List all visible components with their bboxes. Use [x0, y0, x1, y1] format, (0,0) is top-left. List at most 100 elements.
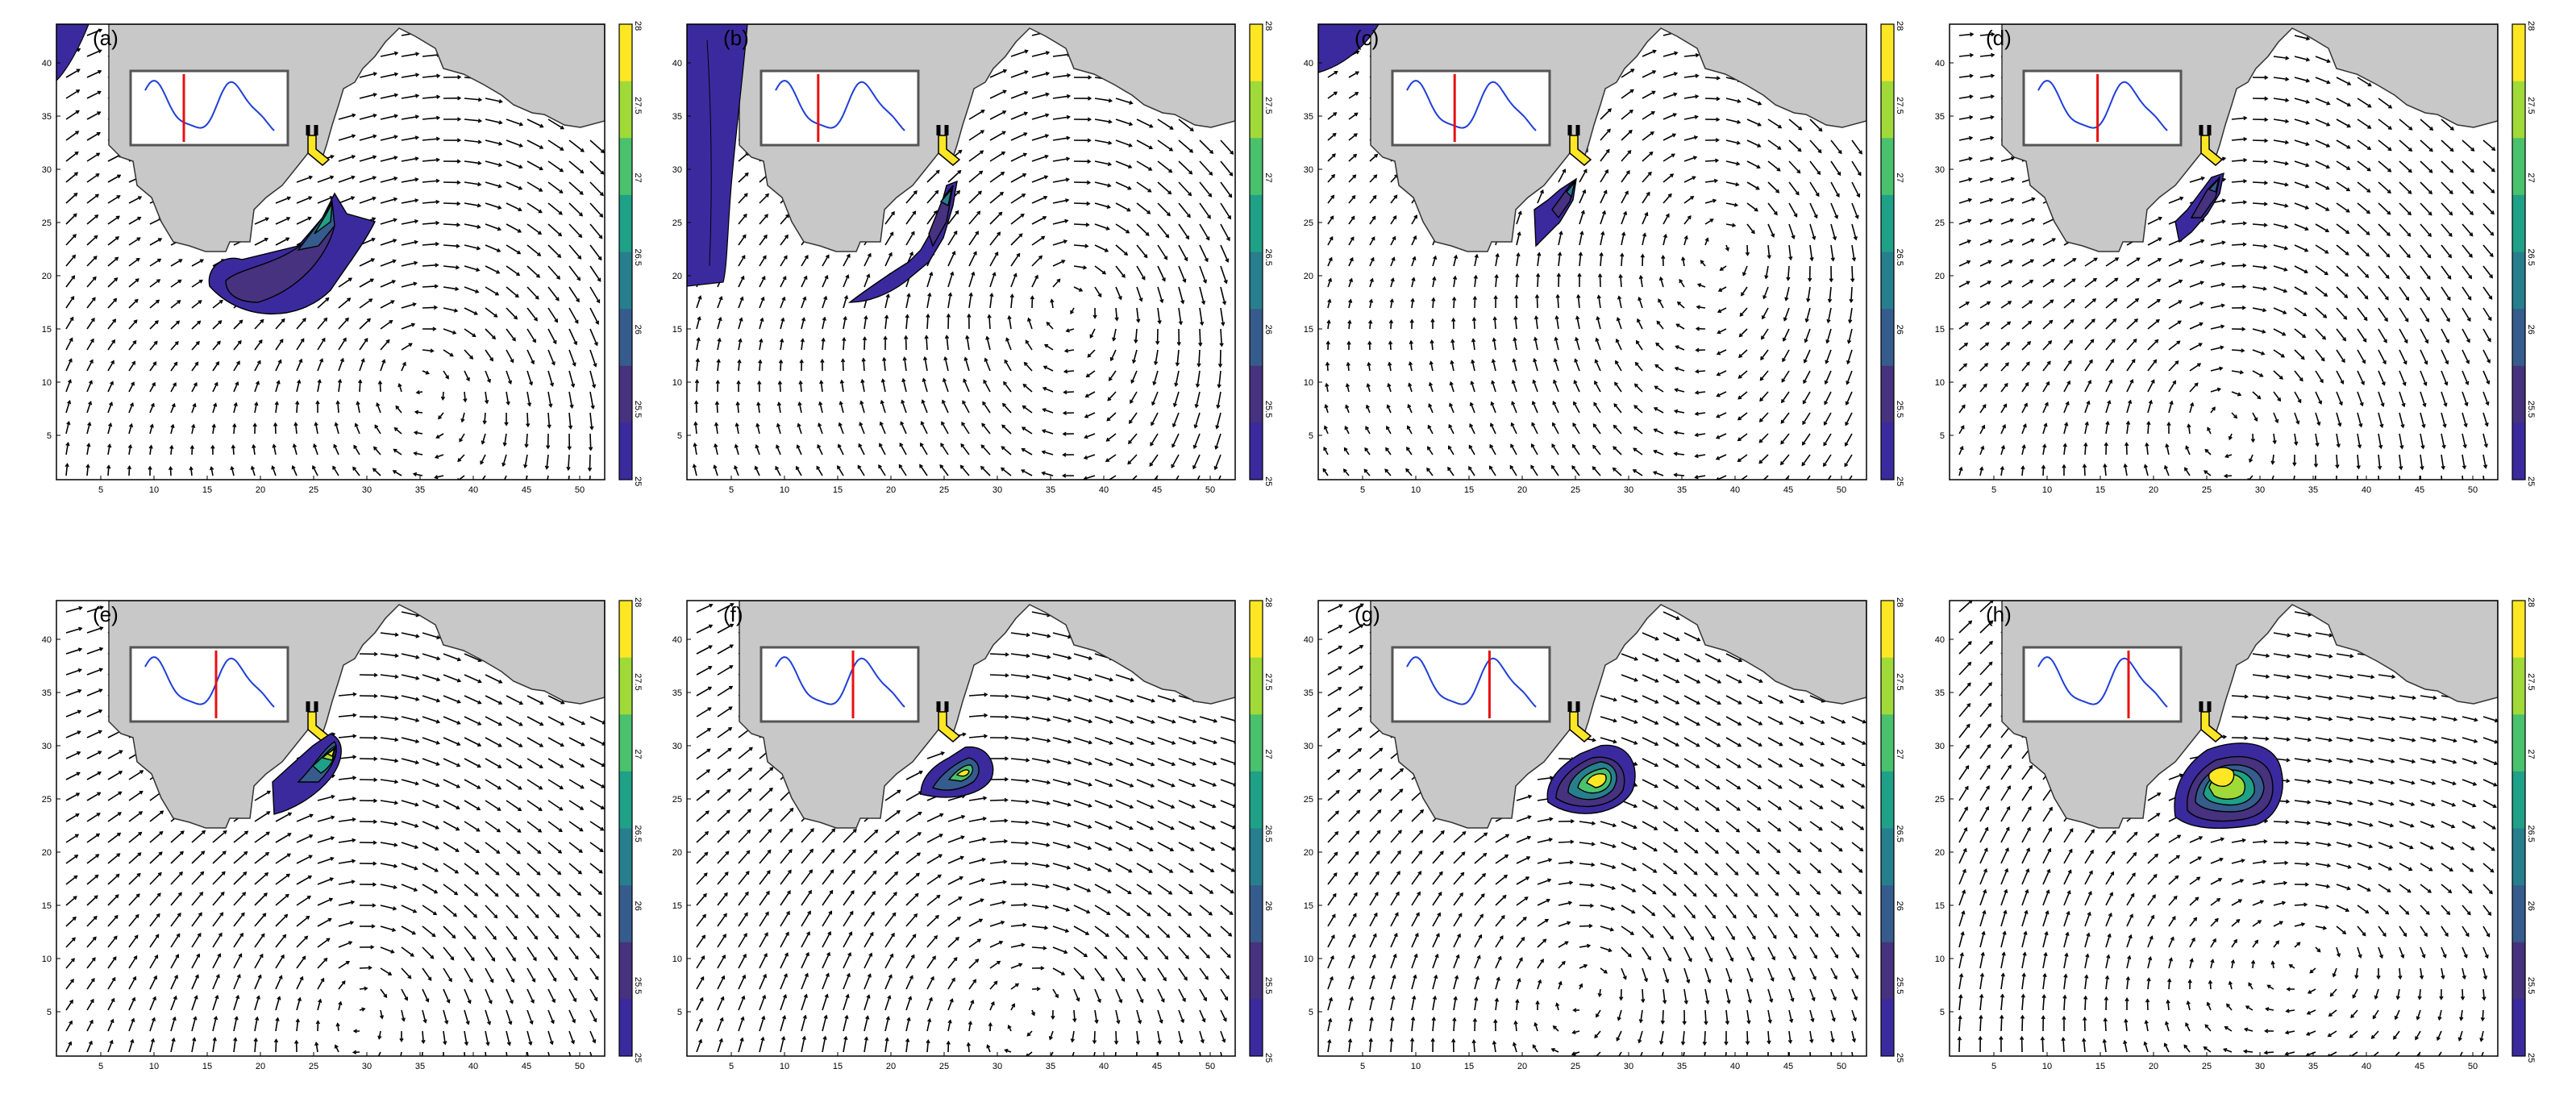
y-tick: 20	[1935, 272, 1945, 281]
y-tick: 30	[1935, 742, 1945, 751]
colorbar-tick: 28	[2526, 597, 2536, 607]
y-tick: 25	[1935, 795, 1945, 805]
colorbar: 28 27.5 27 26.5 26 25.5 25	[1249, 21, 1273, 486]
x-tick: 15	[833, 485, 843, 495]
colorbar-tick: 25	[2526, 476, 2536, 486]
x-tick: 10	[780, 1062, 789, 1071]
colorbar: 28 27.5 27 26.5 26 25.5 25	[2511, 597, 2536, 1063]
y-tick: 10	[672, 955, 682, 964]
y-tick: 5	[1309, 431, 1313, 441]
y-tick: 5	[47, 431, 52, 441]
x-tick: 35	[1677, 485, 1687, 495]
x-tick: 15	[1464, 1062, 1474, 1071]
x-tick: 5	[1991, 485, 1996, 495]
x-tick: 15	[202, 485, 212, 495]
colorbar: 28 27.5 27 26.5 26 25.5 25	[1249, 597, 1273, 1063]
x-tick: 30	[993, 485, 1002, 495]
panel-svg: 5 10 15 20 25 30 35 40 45 50 5 10 15 20 25 30 35 40 28 27.5…	[1935, 597, 2536, 1071]
x-tick: 30	[1624, 485, 1633, 495]
colorbar-tick: 26	[1895, 325, 1904, 335]
y-tick: 30	[42, 165, 52, 175]
y-tick: 40	[1935, 59, 1945, 69]
panel-b: 5 10 15 20 25 30 35 40 45 50 5 10 15 20 25 30 35 40 28 27.5…	[663, 20, 1292, 504]
x-tick: 45	[1783, 485, 1793, 495]
x-tick: 40	[468, 1062, 478, 1071]
x-tick: 20	[886, 1062, 896, 1071]
colorbar-tick: 25	[1895, 476, 1904, 486]
colorbar-tick: 26.5	[2526, 249, 2536, 266]
plume-contours	[272, 733, 342, 815]
y-tick: 40	[672, 635, 682, 645]
panel-label: (d)	[1986, 26, 2012, 50]
x-tick: 40	[1099, 485, 1109, 495]
colorbar-tick: 27.5	[1263, 97, 1273, 114]
panel-label: (c)	[1355, 26, 1380, 50]
x-tick: 15	[202, 1062, 212, 1071]
y-tick: 35	[672, 112, 682, 122]
x-tick: 5	[729, 1062, 734, 1071]
colorbar-tick: 27	[2526, 173, 2536, 182]
x-tick: 50	[2468, 1062, 2478, 1071]
y-tick: 15	[672, 325, 682, 335]
x-tick: 15	[2095, 1062, 2105, 1071]
x-tick: 40	[468, 485, 478, 495]
x-tick: 20	[2149, 485, 2158, 495]
plume-contours	[208, 192, 377, 315]
x-tick: 25	[939, 485, 949, 495]
y-tick: 10	[672, 378, 682, 388]
y-tick: 20	[1304, 272, 1313, 281]
colorbar-tick: 28	[1263, 21, 1273, 31]
colorbar: 28 27.5 27 26.5 26 25.5 25	[1880, 597, 1904, 1063]
colorbar: 28 27.5 27 26.5 26 25.5 25	[2511, 21, 2536, 486]
y-tick: 10	[42, 378, 52, 388]
x-tick: 15	[1464, 485, 1474, 495]
x-tick: 30	[2255, 485, 2265, 495]
x-tick: 5	[98, 485, 103, 495]
colorbar-tick: 25	[1263, 476, 1273, 486]
colorbar: 28 27.5 27 26.5 26 25.5 25	[618, 21, 643, 486]
y-tick: 20	[672, 272, 682, 281]
panel-svg: 5 10 15 20 25 30 35 40 45 50 5 10 15 20 25 30 35 40 28 27.5…	[42, 597, 643, 1071]
y-tick: 5	[1940, 431, 1945, 441]
panel-label: (f)	[723, 602, 743, 626]
y-tick: 25	[672, 795, 682, 805]
colorbar-tick: 26	[633, 325, 643, 335]
y-tick: 25	[1304, 218, 1313, 228]
y-tick: 5	[47, 1008, 52, 1017]
colorbar-tick: 28	[1895, 21, 1904, 31]
y-tick: 20	[1935, 848, 1945, 858]
velocity-arrows	[1958, 31, 2496, 480]
colorbar-tick: 27.5	[2526, 97, 2536, 114]
colorbar-tick: 26.5	[633, 249, 643, 266]
colorbar-tick: 26	[633, 901, 643, 911]
x-tick: 25	[1571, 1062, 1580, 1071]
y-tick: 20	[42, 848, 52, 858]
colorbar-tick: 28	[2526, 21, 2536, 31]
y-tick: 5	[677, 1008, 682, 1017]
colorbar-tick: 28	[633, 21, 643, 31]
colorbar-tick: 25	[1263, 1053, 1273, 1063]
x-tick: 50	[1205, 485, 1215, 495]
x-tick: 20	[886, 485, 896, 495]
plume-contours	[1546, 744, 1636, 814]
velocity-arrows	[1327, 603, 1866, 1056]
colorbar-tick: 25.5	[2526, 977, 2536, 994]
x-tick: 40	[2362, 485, 2371, 495]
colorbar-tick: 27.5	[1263, 673, 1273, 690]
panel-svg: 5 10 15 20 25 30 35 40 45 50 5 10 15 20 25 30 35 40 28 27.5…	[672, 21, 1273, 495]
colorbar-tick: 27.5	[633, 673, 643, 690]
x-tick: 30	[993, 1062, 1002, 1071]
inset-timeseries	[129, 69, 289, 147]
y-tick: 40	[42, 635, 52, 645]
colorbar-tick: 26.5	[2526, 826, 2536, 842]
y-tick: 15	[1304, 901, 1313, 911]
y-tick: 10	[1304, 378, 1313, 388]
x-tick: 50	[1205, 1062, 1215, 1071]
x-tick: 25	[2202, 1062, 2212, 1071]
x-tick: 50	[1837, 1062, 1846, 1071]
x-tick: 45	[2415, 485, 2424, 495]
y-tick: 25	[42, 795, 52, 805]
y-tick: 25	[672, 218, 682, 228]
x-tick: 40	[2362, 1062, 2371, 1071]
colorbar-tick: 25.5	[1895, 977, 1904, 994]
